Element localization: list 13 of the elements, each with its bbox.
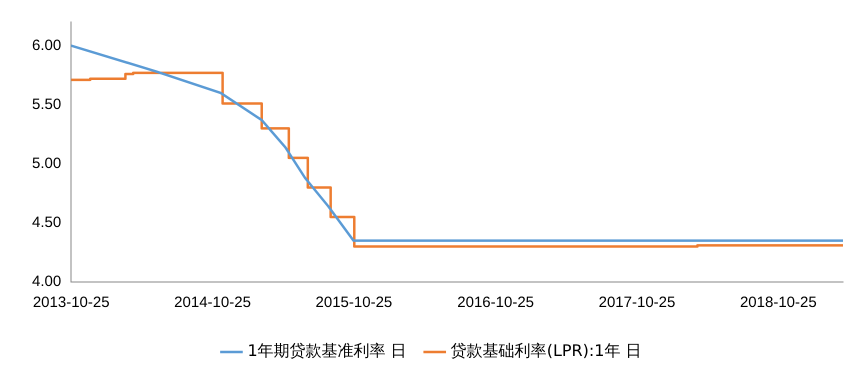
y-tick-label: 5.50 [32,96,62,113]
x-tick-label: 2014-10-25 [174,294,251,312]
x-tick-label: 2013-10-25 [32,294,110,312]
x-tick-label: 2018-10-25 [740,294,817,312]
x-tick-label: 2016-10-25 [457,294,534,312]
y-tick-label: 6.00 [32,36,62,54]
legend-label: 1年期贷款基准利率 日 [247,341,407,360]
legend-label: 贷款基础利率(LPR):1年 日 [450,341,642,360]
y-tick-label: 4.50 [32,214,62,232]
y-tick-label: 4.00 [32,273,62,290]
x-tick-label: 2015-10-25 [316,294,392,312]
y-tick-label: 5.00 [32,154,62,172]
x-tick-label: 2017-10-25 [598,294,676,312]
